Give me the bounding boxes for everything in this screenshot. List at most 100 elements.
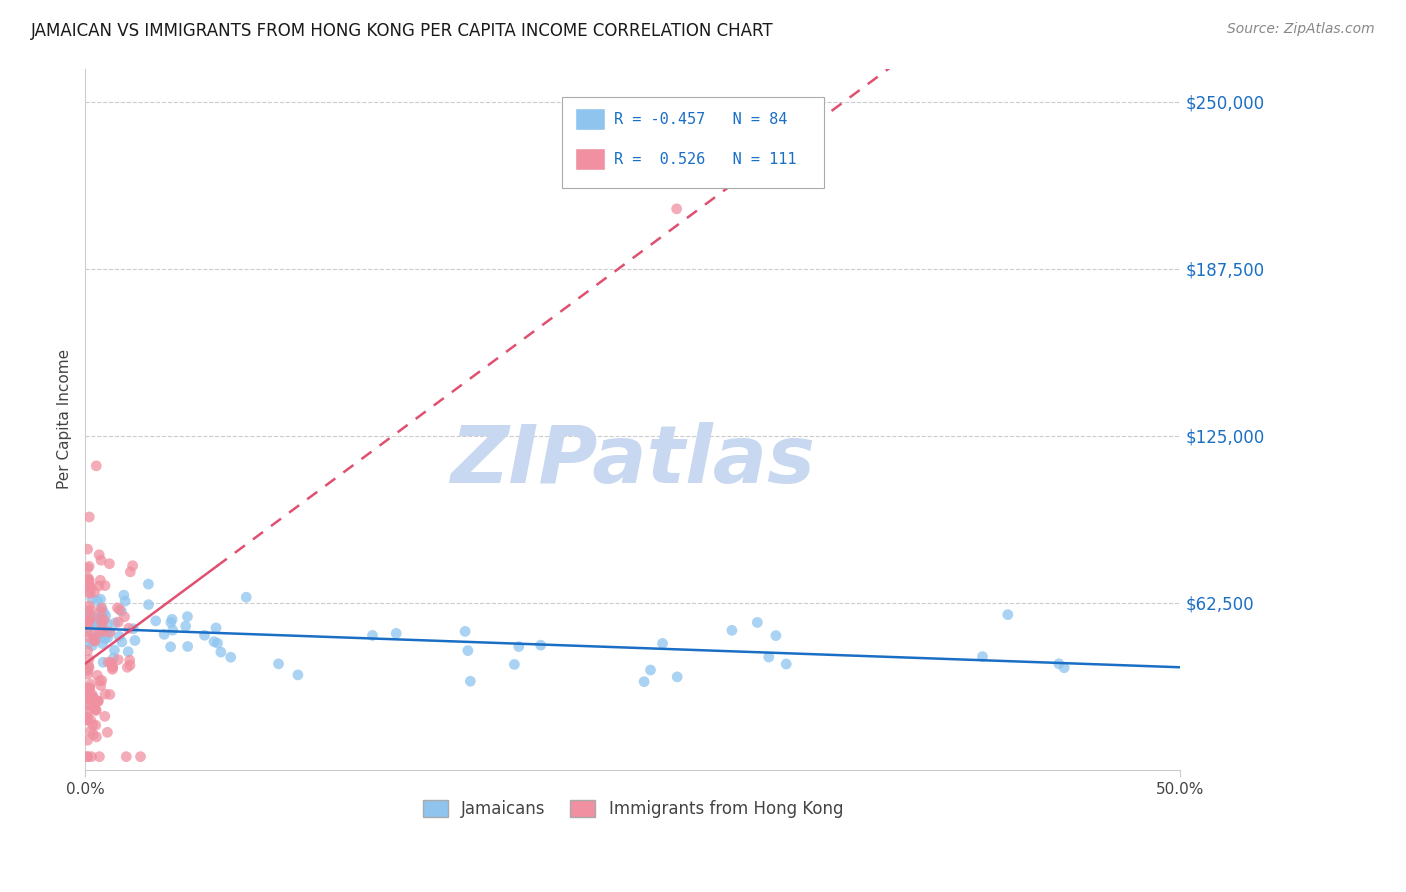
Point	[107, 600, 129, 615]
Point	[118, 658, 141, 673]
Point	[758, 650, 780, 665]
Point	[82, 718, 104, 732]
Point	[87, 628, 110, 642]
Point	[90, 602, 112, 616]
Point	[76, 637, 98, 651]
Point	[90, 605, 112, 619]
Point	[138, 598, 160, 612]
Point	[77, 691, 100, 706]
Point	[108, 629, 131, 643]
Point	[651, 636, 673, 650]
Point	[77, 573, 100, 587]
Point	[503, 657, 526, 672]
Point	[765, 629, 787, 643]
Point	[665, 202, 688, 216]
FancyBboxPatch shape	[561, 96, 824, 188]
Point	[159, 640, 181, 654]
Point	[114, 609, 136, 624]
Point	[77, 682, 100, 697]
Point	[83, 610, 105, 624]
Point	[76, 618, 98, 632]
Point	[90, 553, 112, 567]
Point	[87, 579, 110, 593]
Point	[1047, 657, 1070, 671]
Point	[1053, 661, 1076, 675]
Point	[94, 608, 117, 623]
Point	[666, 670, 689, 684]
Point	[118, 621, 141, 635]
Point	[83, 617, 105, 632]
Point	[87, 694, 110, 708]
Point	[111, 635, 134, 649]
Point	[76, 667, 98, 681]
Point	[114, 594, 136, 608]
Point	[121, 558, 143, 573]
Point	[93, 624, 115, 639]
Point	[77, 661, 100, 675]
Point	[79, 681, 101, 695]
Point	[94, 709, 117, 723]
Point	[91, 655, 114, 669]
Point	[83, 634, 105, 648]
Point	[454, 624, 477, 639]
Point	[107, 615, 129, 629]
Point	[94, 687, 117, 701]
Point	[86, 694, 108, 708]
Point	[79, 677, 101, 691]
Point	[90, 610, 112, 624]
Point	[79, 613, 101, 627]
Point	[77, 606, 100, 620]
Point	[76, 643, 98, 657]
Point	[457, 643, 479, 657]
Point	[76, 749, 98, 764]
Point	[90, 673, 112, 688]
Point	[174, 619, 197, 633]
Point	[82, 690, 104, 705]
Point	[83, 631, 105, 645]
Point	[721, 624, 744, 638]
Point	[103, 643, 125, 657]
Point	[77, 584, 100, 599]
Point	[86, 594, 108, 608]
Point	[153, 627, 176, 641]
Point	[287, 668, 309, 682]
Point	[86, 730, 108, 744]
Point	[209, 645, 232, 659]
Point	[76, 711, 98, 725]
Point	[96, 616, 118, 631]
Point	[96, 625, 118, 640]
Point	[93, 613, 115, 627]
Point	[77, 576, 100, 591]
Point	[98, 688, 121, 702]
Point	[76, 733, 98, 747]
Point	[202, 634, 225, 648]
FancyBboxPatch shape	[575, 108, 606, 130]
Point	[76, 574, 98, 589]
Point	[76, 710, 98, 724]
Point	[82, 688, 104, 702]
Text: R =  0.526   N = 111: R = 0.526 N = 111	[614, 152, 797, 167]
Point	[530, 638, 553, 652]
Point	[86, 614, 108, 628]
Point	[90, 678, 112, 692]
Point	[79, 724, 101, 739]
Point	[176, 640, 198, 654]
Point	[96, 725, 118, 739]
Point	[98, 557, 121, 571]
Point	[89, 673, 111, 688]
Point	[77, 614, 100, 628]
Point	[76, 691, 98, 706]
Point	[101, 662, 124, 676]
Point	[219, 650, 242, 665]
Point	[77, 571, 100, 585]
Point	[97, 655, 120, 669]
Point	[103, 651, 125, 665]
Text: Source: ZipAtlas.com: Source: ZipAtlas.com	[1227, 22, 1375, 37]
Point	[76, 624, 98, 639]
Point	[77, 652, 100, 666]
Point	[104, 615, 127, 630]
Point	[93, 629, 115, 643]
Point	[76, 749, 98, 764]
Point	[80, 602, 103, 616]
Point	[205, 621, 228, 635]
